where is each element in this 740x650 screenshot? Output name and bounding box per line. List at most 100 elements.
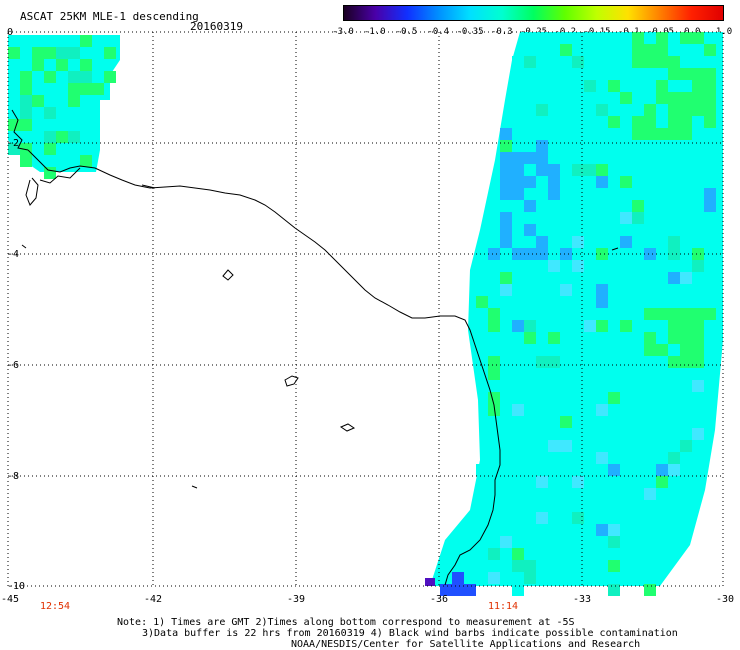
swath-cell: [704, 80, 716, 92]
swath-cell: [668, 116, 680, 128]
lat-label-minus6: -6: [7, 360, 20, 371]
swath-cell: [56, 47, 68, 59]
swath-cell: [500, 320, 512, 332]
swath-cell: [620, 272, 632, 284]
time-label-east: 11:14: [487, 601, 519, 612]
swath-cell: [476, 296, 488, 308]
swath-cell: [512, 176, 524, 188]
swath-cell: [668, 416, 680, 428]
swath-cell: [668, 332, 680, 344]
swath-cell: [680, 104, 692, 116]
swath-cell: [668, 464, 680, 476]
color-scale-label: -0.4: [427, 27, 450, 37]
swath-cell: [644, 152, 656, 164]
swath-cell: [512, 560, 524, 572]
swath-cell: [692, 356, 704, 368]
swath-cell: [620, 200, 632, 212]
color-scale-label: -0.3: [490, 27, 513, 37]
swath-cell: [692, 80, 704, 92]
swath-cell: [488, 356, 500, 368]
swath-cell: [20, 95, 32, 107]
color-scale-label: -0.5: [395, 27, 418, 37]
swath-cell: [8, 47, 20, 59]
swath-cell: [548, 188, 560, 200]
swath-cell: [68, 83, 80, 95]
swath-cell: [644, 488, 656, 500]
swath-cell: [500, 500, 512, 512]
swath-cell: [620, 320, 632, 332]
swath-cell: [704, 260, 716, 272]
swath-cell: [680, 416, 692, 428]
swath-cell: [104, 71, 116, 83]
swath-cell: [704, 44, 716, 56]
swath-cell: [20, 83, 32, 95]
swath-cell: [524, 200, 536, 212]
swath-cell: [548, 164, 560, 176]
swath-cell: [488, 404, 500, 416]
swath-cell: [656, 464, 668, 476]
swath-cell: [608, 464, 620, 476]
swath-cell: [536, 248, 548, 260]
swath-cell: [56, 59, 68, 71]
swath-cell: [572, 476, 584, 488]
swath-cell: [500, 272, 512, 284]
swath-cell: [668, 56, 680, 68]
swath-cell: [524, 572, 536, 584]
swath-cell: [680, 356, 692, 368]
swath-cell: [20, 155, 32, 167]
swath-cell: [488, 368, 500, 380]
lat-label-minus2: -2: [7, 138, 20, 149]
swath-cell: [500, 152, 512, 164]
note-line-1: Note: 1) Times are GMT 2)Times along bot…: [117, 617, 575, 628]
swath-cell: [644, 584, 656, 596]
swath-cell: [572, 176, 584, 188]
swath-cell: [560, 560, 572, 572]
swath-cell: [536, 452, 548, 464]
swath-cell: [632, 116, 644, 128]
swath-cell: [644, 308, 656, 320]
swath-cell: [560, 476, 572, 488]
swath-cell: [620, 476, 632, 488]
swath-cell: [488, 476, 500, 488]
swath-cell: [524, 488, 536, 500]
swath-cell: [425, 578, 435, 586]
swath-cell: [80, 83, 92, 95]
swath-cell: [572, 236, 584, 248]
swath-cell: [644, 104, 656, 116]
swath-cell: [692, 296, 704, 308]
swath-cell: [584, 164, 596, 176]
map-frame: [7, 31, 724, 587]
swath-cell: [548, 356, 560, 368]
swath-cell: [524, 176, 536, 188]
swath-cell: [524, 332, 536, 344]
swath-cell: [644, 344, 656, 356]
swath-cell: [572, 380, 584, 392]
lat-label-minus4: -4: [7, 249, 20, 260]
map-date: 20160319: [190, 20, 243, 33]
swath-cell: [500, 524, 512, 536]
swath-cell: [524, 68, 536, 80]
swath-cell: [20, 71, 32, 83]
swath-cell: [608, 164, 620, 176]
lat-label-0: 0: [7, 27, 14, 38]
swath-cell: [548, 260, 560, 272]
swath-cell: [80, 59, 92, 71]
swath-cell: [560, 416, 572, 428]
swath-cell: [92, 83, 104, 95]
swath-cell: [596, 176, 608, 188]
swath-cell: [656, 80, 668, 92]
swath-cell: [80, 35, 92, 47]
swath-cell: [44, 71, 56, 83]
island-west-coast: [11, 109, 81, 206]
island-1: [222, 269, 234, 281]
swath-cell: [644, 524, 656, 536]
lon-label-minus36: -36: [429, 594, 449, 605]
map-grid: [8, 32, 723, 586]
swath-west: [8, 35, 120, 179]
swath-cell: [704, 200, 716, 212]
swath-cell: [536, 476, 548, 488]
swath-cell: [596, 440, 608, 452]
swath-cell: [500, 224, 512, 236]
swath-cell: [692, 428, 704, 440]
color-scale-bar: [343, 5, 724, 21]
